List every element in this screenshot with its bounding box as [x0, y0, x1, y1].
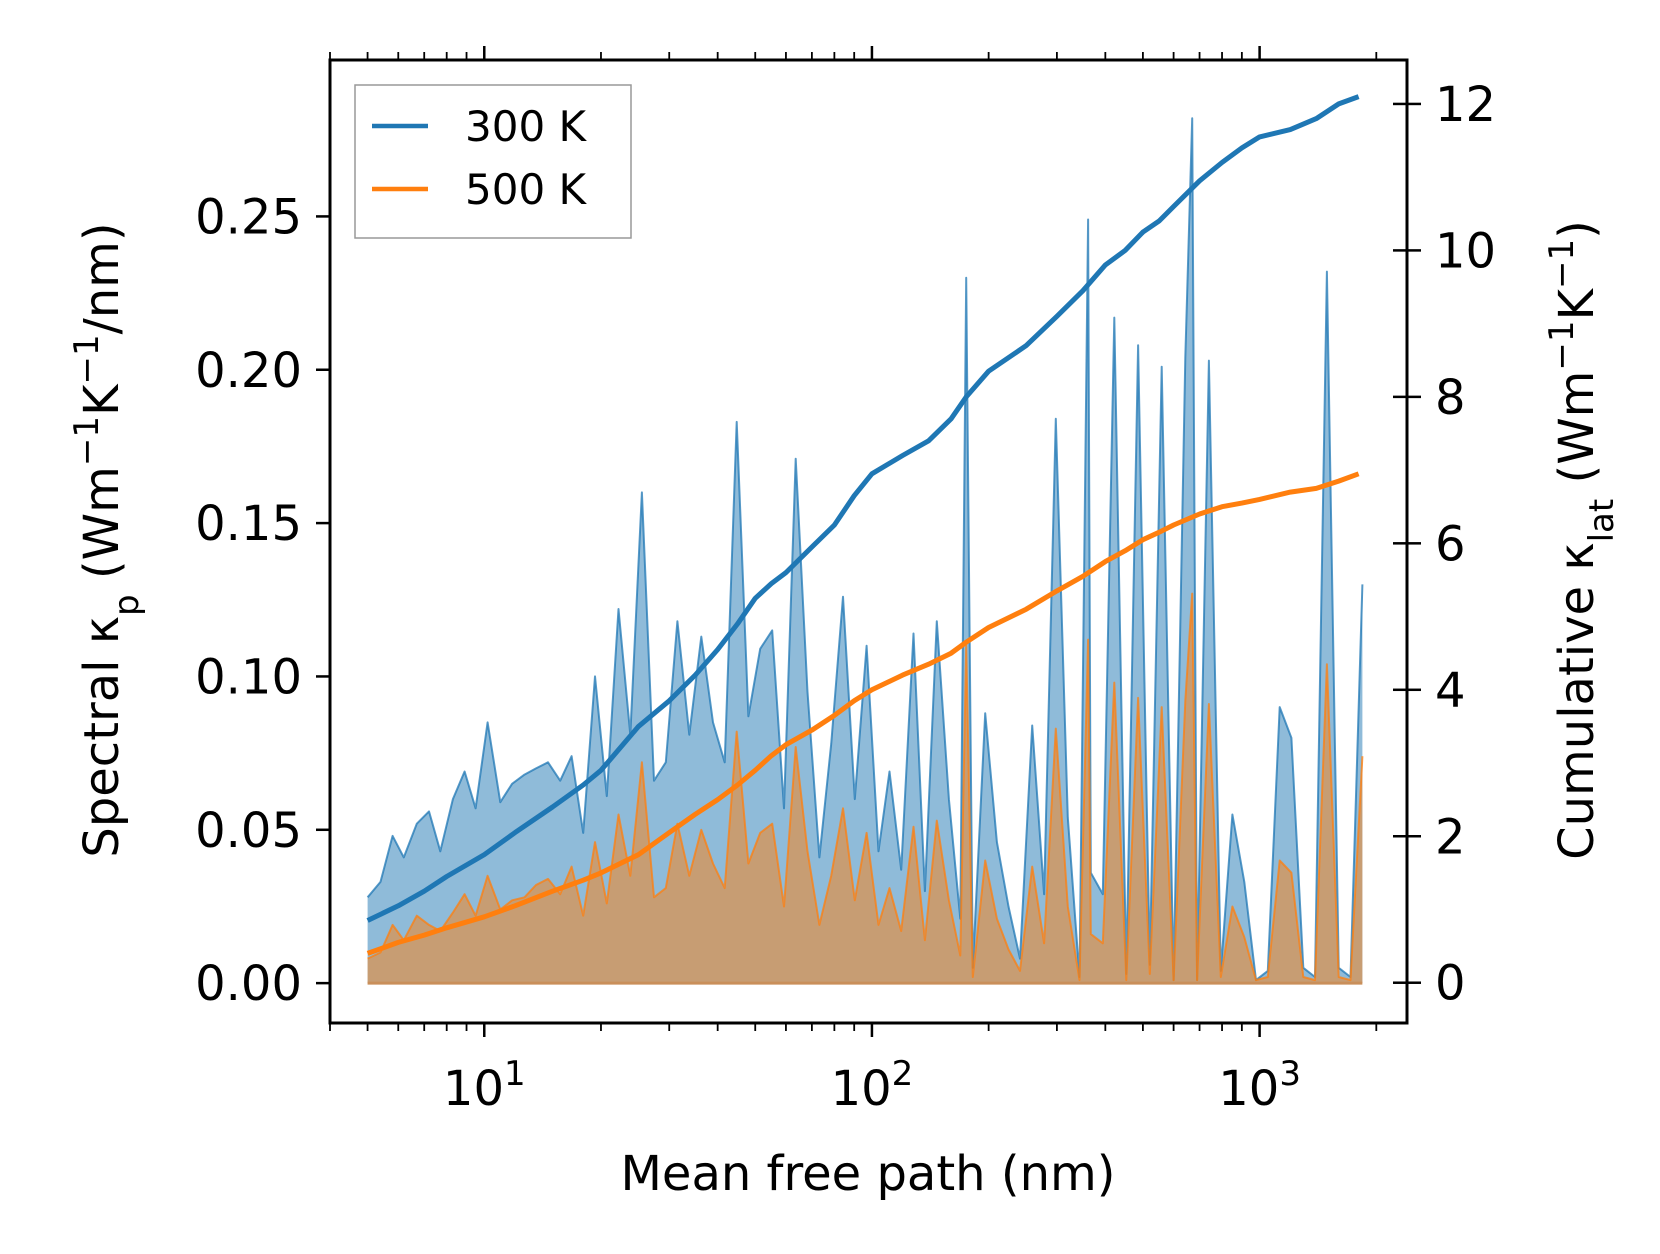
y-left-tick-label: 0.15	[195, 496, 302, 552]
tick-labels: 101 102 103 0.00 0.05 0.10 0.15 0.20 0.25 0 2 4 6 8 10…	[195, 77, 1496, 1117]
y-right-tick-label: 4	[1435, 663, 1466, 719]
spectral-line-500k	[367, 592, 1364, 982]
cumulative-lines	[366, 94, 1360, 956]
legend: 300 K 500 K	[354, 84, 632, 239]
axis-ticks	[316, 46, 1421, 1037]
y-right-tick-label: 6	[1435, 516, 1466, 572]
spectral-areas	[366, 117, 1364, 985]
y-right-tick-label: 10	[1435, 223, 1496, 279]
y-left-tick-label: 0.10	[195, 649, 302, 705]
y-right-tick-label: 2	[1435, 809, 1466, 865]
y-left-tick-label: 0.00	[195, 956, 302, 1012]
y-axis-title-left: Spectral κp (Wm−1K−1/nm)	[67, 222, 147, 857]
y-left-tick-label: 0.25	[195, 189, 302, 245]
cumulative-line-300k	[366, 94, 1360, 923]
x-tick-label: 102	[831, 1054, 914, 1117]
y-left-tick-label: 0.20	[195, 343, 302, 399]
legend-label-500k: 500 K	[465, 165, 588, 214]
legend-label-300k: 300 K	[465, 102, 588, 151]
y-axis-title-right: Cumulative κlat (Wm−1K−1)	[1542, 220, 1622, 860]
plot-frame	[328, 58, 1409, 1025]
spectral-area-500k	[367, 593, 1363, 984]
y-left-tick-label: 0.05	[195, 803, 302, 859]
cumulative-line-500k	[366, 471, 1360, 956]
y-right-tick-label: 8	[1435, 370, 1466, 426]
spectral-line-300k	[366, 117, 1364, 982]
legend-box	[354, 84, 632, 239]
y-right-tick-label: 12	[1435, 77, 1496, 133]
x-axis-title: Mean free path (nm)	[621, 1146, 1116, 1202]
x-tick-label: 101	[443, 1054, 526, 1117]
y-right-tick-label: 0	[1435, 956, 1466, 1012]
x-tick-label: 103	[1218, 1054, 1301, 1117]
